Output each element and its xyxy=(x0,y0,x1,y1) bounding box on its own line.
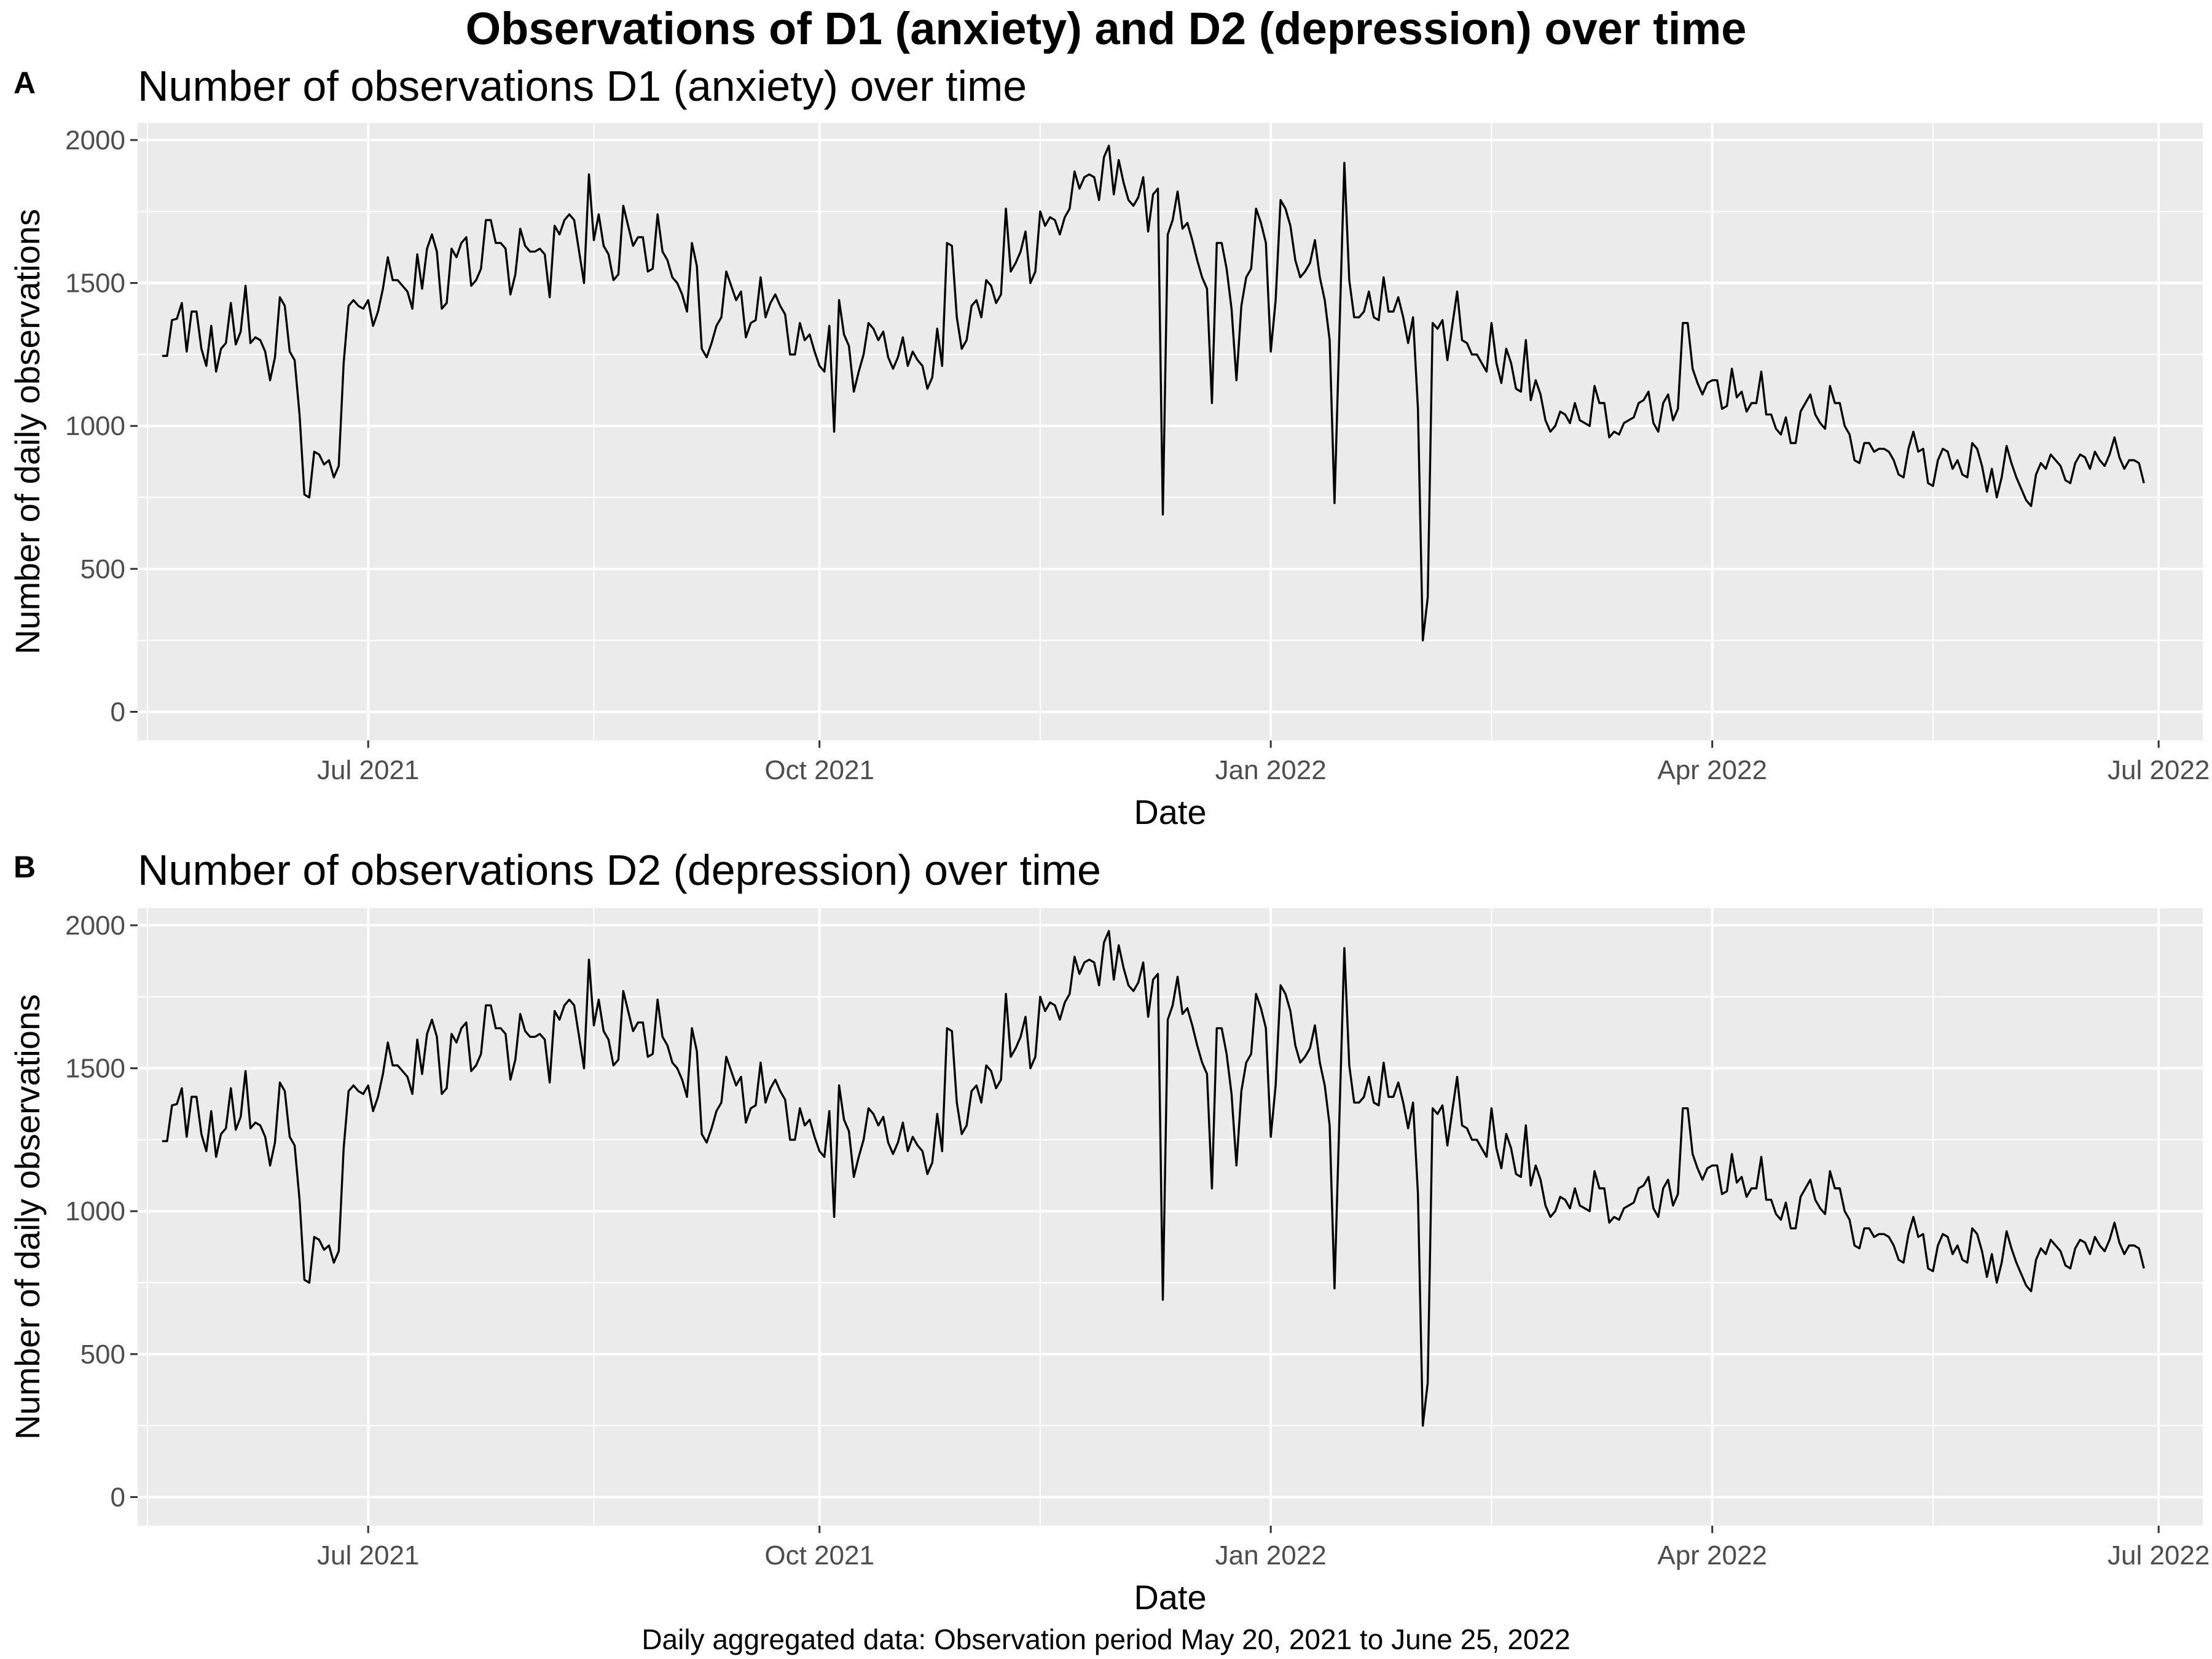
y-tick-label: 0 xyxy=(111,1482,125,1512)
x-axis-label: Date xyxy=(1134,1578,1206,1617)
x-tick-label: Oct 2021 xyxy=(764,1540,874,1571)
y-axis-label: Number of daily observations xyxy=(8,209,47,654)
figure-caption: Daily aggregated data: Observation perio… xyxy=(641,1623,1571,1655)
y-tick-label: 2000 xyxy=(65,125,125,155)
y-tick-label: 0 xyxy=(111,697,125,727)
x-tick-label: Apr 2022 xyxy=(1657,755,1767,785)
y-tick-label: 1500 xyxy=(65,1054,125,1084)
y-tick-label: 500 xyxy=(80,1339,125,1370)
y-tick-label: 1000 xyxy=(65,1196,125,1226)
y-tick-label: 2000 xyxy=(65,911,125,941)
panel-tag: A xyxy=(14,66,36,100)
series-line xyxy=(162,930,2145,1427)
y-tick-label: 1000 xyxy=(65,411,125,441)
panel-title: Number of observations D2 (depression) o… xyxy=(138,846,1101,894)
panel-a: 0 500 1000 1500 2000 Jul 2021 Oct 2021 Jan 2022… xyxy=(8,62,2210,831)
plot-background xyxy=(138,908,2203,1526)
x-tick-label: Jul 2022 xyxy=(2108,755,2210,785)
x-tick-label: Jul 2021 xyxy=(317,1540,419,1571)
series-line xyxy=(162,144,2145,641)
figure-title: Observations of D1 (anxiety) and D2 (dep… xyxy=(465,3,1747,54)
panel-title: Number of observations D1 (anxiety) over… xyxy=(138,62,1027,110)
panel-tag: B xyxy=(14,850,36,884)
y-tick-label: 1500 xyxy=(65,269,125,299)
x-tick-label: Jul 2022 xyxy=(2108,1540,2210,1571)
y-tick-label: 500 xyxy=(80,554,125,584)
x-axis-label: Date xyxy=(1134,793,1206,831)
x-tick-label: Apr 2022 xyxy=(1657,1540,1767,1571)
panel-b: 0 500 1000 1500 2000 Jul 2021 Oct 2021 Jan 2022… xyxy=(8,846,2210,1617)
x-tick-label: Jan 2022 xyxy=(1215,1540,1327,1571)
x-tick-label: Jan 2022 xyxy=(1215,755,1327,785)
x-tick-label: Jul 2021 xyxy=(317,755,419,785)
y-axis-label: Number of daily observations xyxy=(8,994,47,1440)
plot-background xyxy=(138,123,2203,740)
x-tick-label: Oct 2021 xyxy=(764,755,874,785)
